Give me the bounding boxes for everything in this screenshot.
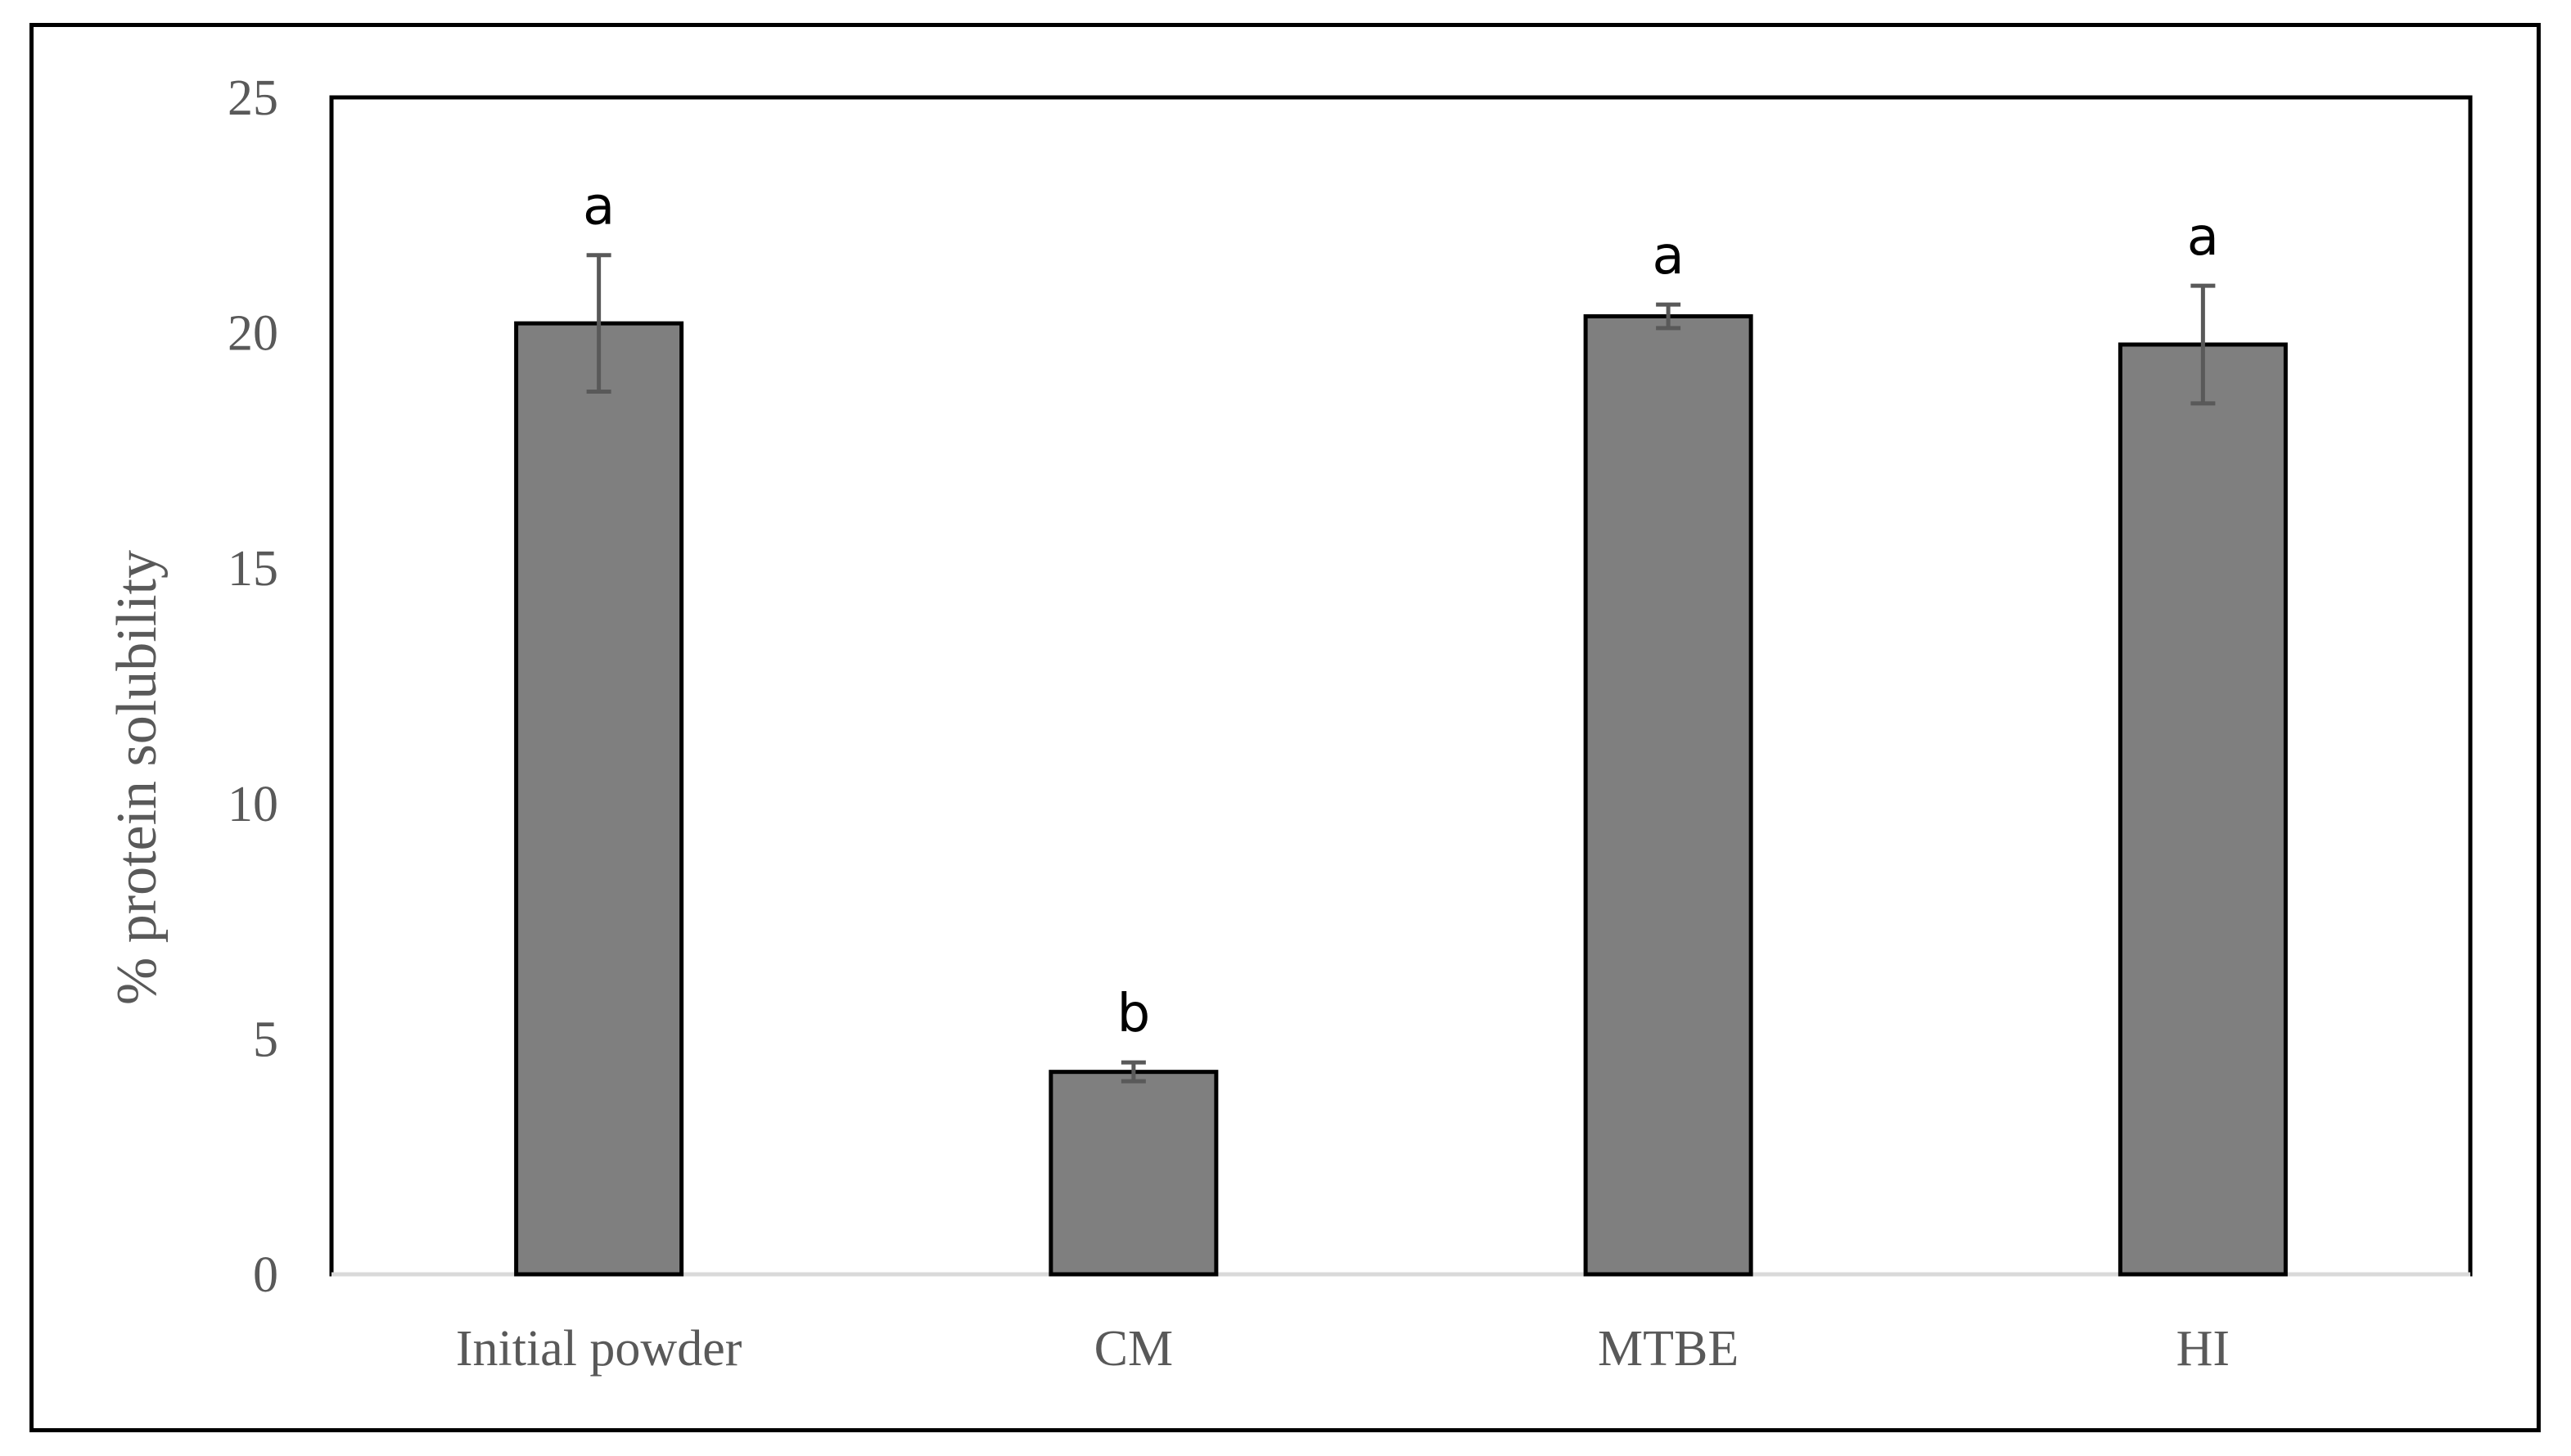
y-axis-ticks: 0 5 10 15 20 25	[228, 70, 278, 1303]
bars: a b a a	[514, 177, 2288, 1277]
error-bar	[1656, 302, 1681, 331]
significance-label: a	[1653, 226, 1685, 286]
error-bar	[586, 253, 611, 394]
y-tick-label: 0	[253, 1247, 278, 1303]
x-tick-label: HI	[2176, 1321, 2230, 1377]
y-tick-label: 20	[228, 306, 278, 362]
significance-label: b	[1117, 984, 1151, 1044]
bar	[1049, 1070, 1219, 1277]
bar	[1583, 313, 1753, 1277]
y-tick-label: 25	[228, 70, 278, 126]
y-tick-label: 10	[228, 777, 278, 832]
significance-label: a	[583, 177, 615, 237]
significance-label: a	[2187, 207, 2219, 268]
bar	[514, 321, 684, 1277]
error-bar	[2190, 283, 2216, 406]
x-tick-label: CM	[1094, 1321, 1173, 1377]
x-axis-ticks: Initial powder CM MTBE HI	[456, 1321, 2230, 1377]
bar	[2118, 342, 2288, 1277]
x-tick-label: Initial powder	[456, 1321, 742, 1377]
error-bar	[1121, 1060, 1146, 1084]
x-tick-label: MTBE	[1598, 1321, 1739, 1377]
y-tick-label: 15	[228, 541, 278, 597]
y-tick-label: 5	[253, 1012, 278, 1067]
y-axis-title: % protein solubility	[106, 550, 169, 1005]
